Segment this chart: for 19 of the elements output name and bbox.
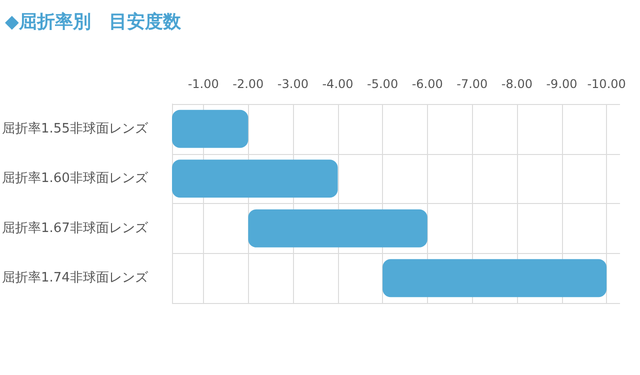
chart-title: ◆屈折率別 目安度数 [5, 12, 182, 32]
y-tick-label: 屈折率1.67非球面レンズ [2, 220, 149, 236]
x-tick-label: -8.00 [501, 77, 532, 91]
x-tick-label: -9.00 [546, 77, 578, 91]
y-tick-label: 屈折率1.55非球面レンズ [2, 120, 149, 136]
y-tick-label: 屈折率1.74非球面レンズ [2, 270, 149, 286]
x-tick-label: -7.00 [456, 77, 488, 91]
x-tick-label: -2.00 [232, 77, 264, 91]
x-tick-label: -4.00 [322, 77, 354, 91]
bar [382, 259, 607, 298]
y-tick-label: 屈折率1.60非球面レンズ [2, 170, 149, 186]
bar [172, 110, 248, 148]
x-tick-label: -10.00 [587, 77, 626, 91]
bar [248, 209, 428, 248]
x-tick-label: -5.00 [367, 77, 398, 91]
bar [172, 160, 338, 198]
x-tick-label: -3.00 [277, 77, 308, 91]
x-tick-label: -6.00 [412, 77, 443, 91]
x-tick-label: -1.00 [188, 77, 219, 91]
